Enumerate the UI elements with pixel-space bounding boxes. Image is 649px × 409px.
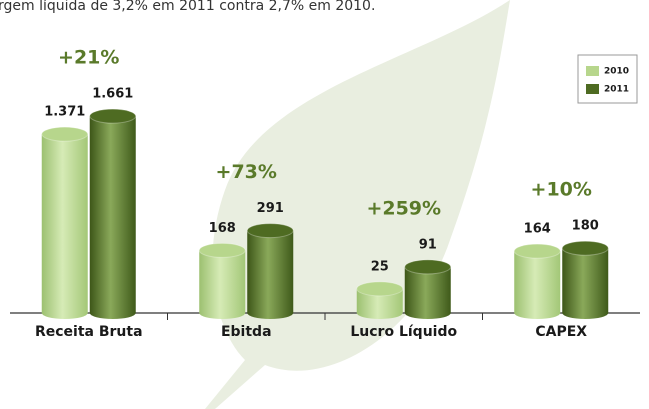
bar-top <box>562 241 608 255</box>
bar <box>90 116 136 313</box>
legend-label: 2011 <box>604 85 629 95</box>
bar-top <box>42 127 88 141</box>
bar-top <box>514 244 560 258</box>
bar-top <box>199 243 245 257</box>
legend-label: 2010 <box>604 67 629 77</box>
leaf-background <box>205 0 510 409</box>
legend-swatch <box>586 84 599 94</box>
change-annotation: +73% <box>216 161 277 183</box>
x-tick-label: Lucro Líquido <box>350 324 457 340</box>
bar-top <box>90 109 136 123</box>
value-label: 168 <box>209 221 236 236</box>
bar <box>42 134 88 313</box>
change-annotation: +10% <box>531 179 592 201</box>
value-label: 25 <box>371 259 389 274</box>
bar <box>247 231 293 313</box>
legend-swatch <box>586 66 599 76</box>
value-label: 1.661 <box>92 87 133 102</box>
x-tick-label: CAPEX <box>535 324 587 340</box>
legend-box <box>578 55 637 103</box>
x-tick-label: Ebitda <box>221 324 272 340</box>
bar-top <box>247 224 293 238</box>
bar <box>199 250 245 313</box>
bar-top <box>405 260 451 274</box>
x-tick-label: Receita Bruta <box>35 324 143 340</box>
bar <box>562 248 608 313</box>
bar <box>514 251 560 313</box>
chart: rgem líquida de 3,2% em 2011 contra 2,7%… <box>0 0 649 409</box>
value-label: 91 <box>419 237 437 252</box>
value-label: 291 <box>257 201 284 216</box>
change-annotation: +21% <box>58 47 119 69</box>
value-label: 1.371 <box>44 105 85 120</box>
value-label: 164 <box>524 222 551 237</box>
subtitle: rgem líquida de 3,2% em 2011 contra 2,7%… <box>0 0 375 14</box>
change-annotation: +259% <box>366 197 441 219</box>
bar-top <box>357 282 403 296</box>
value-label: 180 <box>572 219 599 234</box>
